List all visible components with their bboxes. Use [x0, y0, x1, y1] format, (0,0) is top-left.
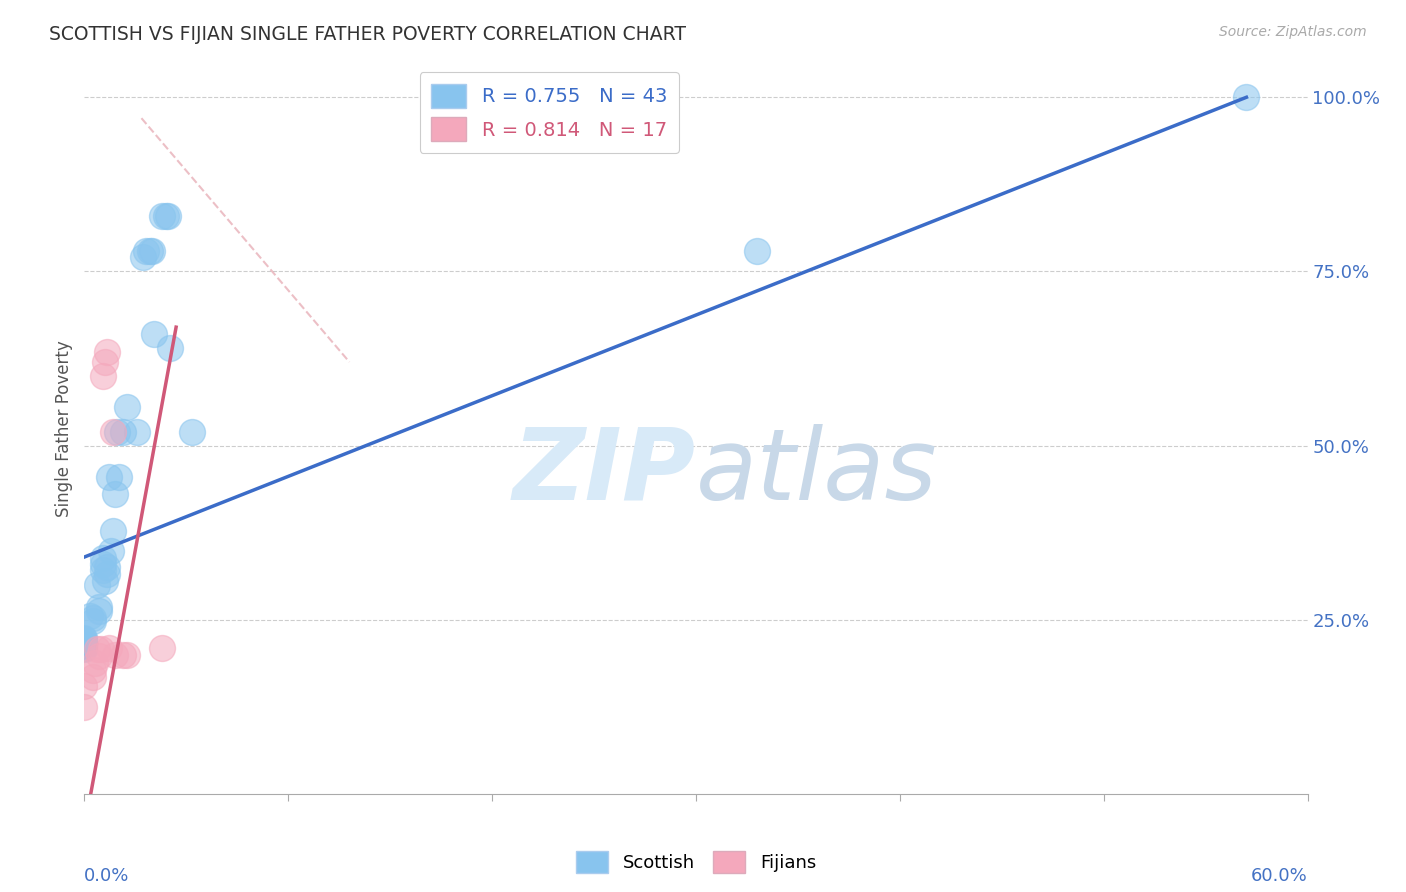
Point [73, 699, 96, 714]
Point [87, 604, 110, 618]
Point [93, 355, 115, 369]
Point [86, 578, 108, 592]
Point [115, 401, 138, 415]
Point [101, 425, 124, 439]
Point [138, 244, 160, 258]
Point [181, 425, 204, 439]
Point [73, 632, 96, 647]
Point [747, 244, 769, 258]
Point [108, 470, 131, 484]
Point [142, 327, 165, 342]
Point [73, 636, 96, 650]
Point [79, 609, 101, 624]
Point [155, 209, 177, 223]
Point [91, 557, 114, 571]
Text: SCOTTISH VS FIJIAN SINGLE FATHER POVERTY CORRELATION CHART: SCOTTISH VS FIJIAN SINGLE FATHER POVERTY… [49, 25, 686, 44]
Point [150, 640, 173, 655]
Point [96, 560, 118, 574]
Point [73, 639, 96, 653]
Point [82, 670, 104, 684]
Point [115, 648, 138, 662]
Point [91, 368, 114, 383]
Point [82, 663, 104, 677]
Point [90, 642, 112, 657]
Point [96, 344, 118, 359]
Text: ZIP: ZIP [513, 424, 696, 521]
Point [141, 244, 163, 258]
Point [87, 600, 110, 615]
Point [73, 640, 96, 655]
Point [73, 633, 96, 648]
Point [73, 638, 96, 652]
Point [91, 551, 114, 566]
Point [104, 648, 127, 662]
Point [86, 642, 108, 657]
Point [73, 642, 96, 657]
Point [105, 425, 128, 439]
Point [91, 563, 114, 577]
Text: atlas: atlas [696, 424, 938, 521]
Point [82, 611, 104, 625]
Point [93, 574, 115, 589]
Text: Source: ZipAtlas.com: Source: ZipAtlas.com [1219, 25, 1367, 39]
Point [112, 425, 135, 439]
Text: 60.0%: 60.0% [1251, 867, 1308, 885]
Point [104, 487, 127, 501]
Point [127, 425, 149, 439]
Point [73, 679, 96, 693]
Point [156, 209, 179, 223]
Point [73, 635, 96, 649]
Point [1236, 90, 1258, 104]
Legend: Scottish, Fijians: Scottish, Fijians [568, 844, 824, 880]
Point [159, 341, 181, 355]
Point [73, 631, 96, 645]
Point [96, 567, 118, 582]
Point [97, 640, 120, 655]
Point [87, 648, 110, 663]
Point [82, 614, 104, 628]
Point [132, 251, 155, 265]
Point [97, 470, 120, 484]
Point [73, 637, 96, 651]
Point [100, 544, 122, 558]
Y-axis label: Single Father Poverty: Single Father Poverty [55, 340, 73, 516]
Text: 0.0%: 0.0% [84, 867, 129, 885]
Point [101, 524, 124, 538]
Point [150, 209, 173, 223]
Point [83, 656, 105, 670]
Point [112, 648, 135, 662]
Point [135, 244, 157, 258]
